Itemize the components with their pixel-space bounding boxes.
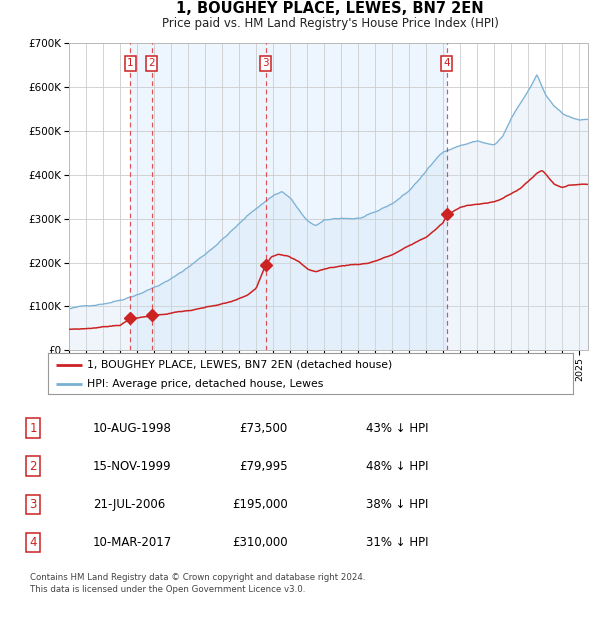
Text: 10-AUG-1998: 10-AUG-1998 — [93, 422, 172, 435]
Text: 21-JUL-2006: 21-JUL-2006 — [93, 498, 165, 511]
Text: £310,000: £310,000 — [232, 536, 288, 549]
Text: HPI: Average price, detached house, Lewes: HPI: Average price, detached house, Lewe… — [88, 379, 324, 389]
Text: 43% ↓ HPI: 43% ↓ HPI — [366, 422, 428, 435]
Text: 2: 2 — [29, 460, 37, 472]
Text: 15-NOV-1999: 15-NOV-1999 — [93, 460, 172, 472]
Text: 3: 3 — [262, 58, 269, 68]
Text: 2: 2 — [149, 58, 155, 68]
Text: £79,995: £79,995 — [239, 460, 288, 472]
Text: Price paid vs. HM Land Registry's House Price Index (HPI): Price paid vs. HM Land Registry's House … — [161, 17, 499, 30]
Text: 3: 3 — [29, 498, 37, 511]
Text: 10-MAR-2017: 10-MAR-2017 — [93, 536, 172, 549]
Text: 1, BOUGHEY PLACE, LEWES, BN7 2EN (detached house): 1, BOUGHEY PLACE, LEWES, BN7 2EN (detach… — [88, 360, 392, 370]
Bar — [130, 43, 446, 350]
Text: Contains HM Land Registry data © Crown copyright and database right 2024.
This d: Contains HM Land Registry data © Crown c… — [30, 574, 365, 595]
Text: 4: 4 — [29, 536, 37, 549]
Text: £195,000: £195,000 — [232, 498, 288, 511]
Text: £73,500: £73,500 — [240, 422, 288, 435]
Text: 4: 4 — [443, 58, 450, 68]
Text: 1, BOUGHEY PLACE, LEWES, BN7 2EN: 1, BOUGHEY PLACE, LEWES, BN7 2EN — [176, 1, 484, 16]
Text: 1: 1 — [29, 422, 37, 435]
Text: 1: 1 — [127, 58, 134, 68]
Text: 48% ↓ HPI: 48% ↓ HPI — [366, 460, 428, 472]
Text: 38% ↓ HPI: 38% ↓ HPI — [366, 498, 428, 511]
Text: 31% ↓ HPI: 31% ↓ HPI — [366, 536, 428, 549]
